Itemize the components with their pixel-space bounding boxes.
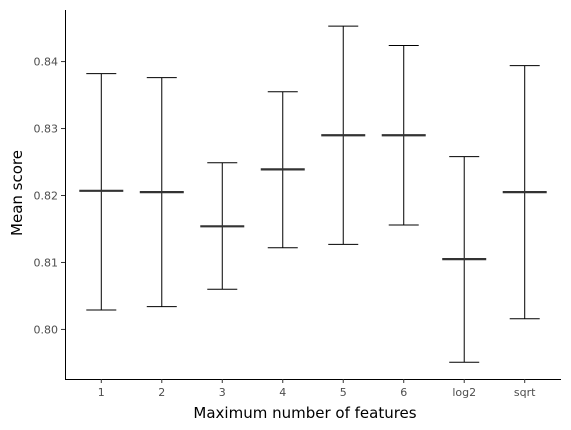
y-axis-ticks: 0.80 0.81 0.82 0.83 0.84 <box>34 56 65 336</box>
y-tick-label: 0.80 <box>34 323 59 336</box>
x-tick-label: log2 <box>452 386 476 399</box>
y-tick-label: 0.83 <box>34 123 59 136</box>
y-axis-title: Mean score <box>8 150 26 236</box>
x-axis-title: Maximum number of features <box>193 404 416 422</box>
x-tick-label: 6 <box>400 386 407 399</box>
errorbar-group <box>79 73 124 311</box>
errorbar-group <box>442 156 487 363</box>
errorbar-group <box>139 77 184 308</box>
x-tick-label: sqrt <box>514 386 536 399</box>
y-tick-label: 0.81 <box>34 256 59 269</box>
plot-area <box>79 25 547 363</box>
x-tick-label: 1 <box>98 386 105 399</box>
x-tick-label: 4 <box>279 386 286 399</box>
x-axis-ticks: 1 2 3 4 5 6 log2 sqrt <box>98 379 536 399</box>
x-tick-label: 2 <box>158 386 165 399</box>
y-tick-label: 0.82 <box>34 190 59 203</box>
errorbar-group <box>200 162 245 290</box>
x-tick-label: 5 <box>340 386 347 399</box>
errorbar-group <box>260 91 305 249</box>
errorbar-group <box>381 44 426 226</box>
x-tick-label: 3 <box>219 386 226 399</box>
y-tick-label: 0.84 <box>34 56 59 69</box>
errorbar-group <box>321 25 366 245</box>
errorbar-group <box>502 65 547 320</box>
